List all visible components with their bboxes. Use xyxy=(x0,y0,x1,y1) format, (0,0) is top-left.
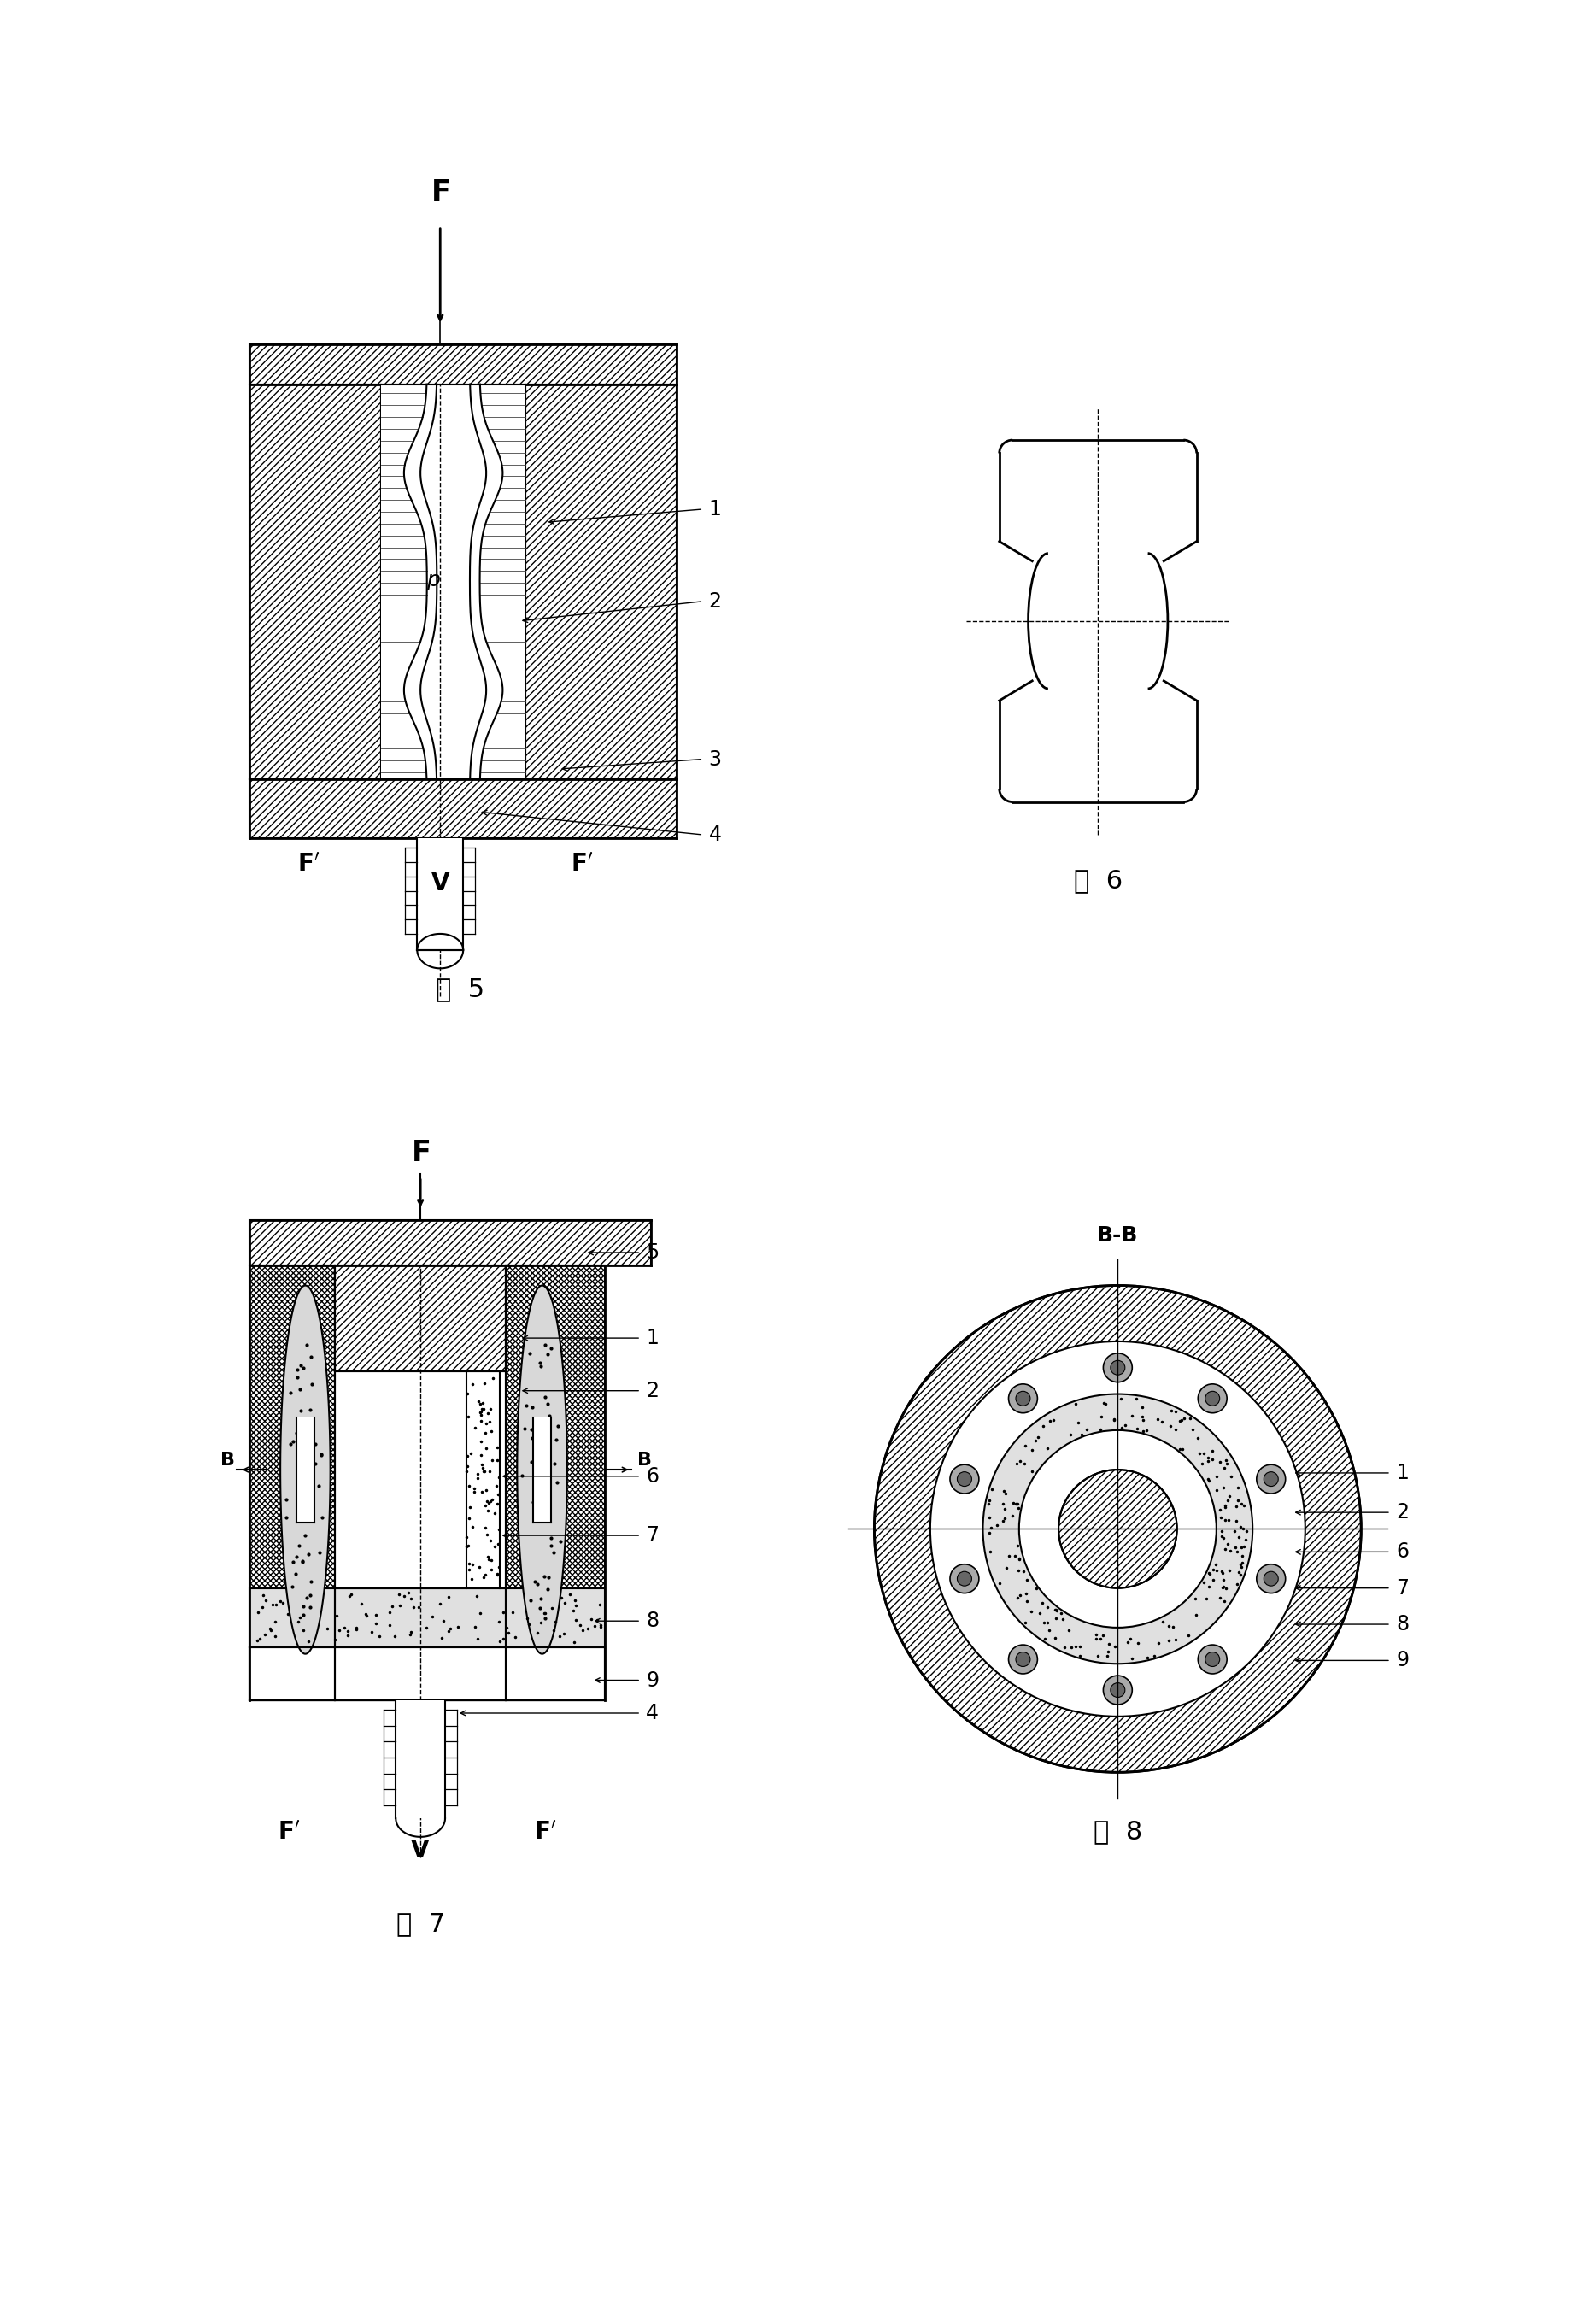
Circle shape xyxy=(951,1564,979,1594)
Circle shape xyxy=(1019,1429,1217,1627)
Polygon shape xyxy=(517,1285,568,1655)
Bar xyxy=(533,1418,552,1522)
Text: B: B xyxy=(220,1450,234,1469)
Circle shape xyxy=(1263,1471,1278,1487)
Circle shape xyxy=(1008,1645,1037,1673)
Bar xyxy=(249,1587,605,1648)
Circle shape xyxy=(1104,1676,1132,1703)
Text: 6: 6 xyxy=(646,1466,659,1487)
Circle shape xyxy=(930,1341,1305,1717)
Bar xyxy=(418,839,463,951)
Circle shape xyxy=(1263,1571,1278,1585)
Text: 9: 9 xyxy=(1396,1650,1408,1671)
Circle shape xyxy=(1257,1464,1286,1494)
Circle shape xyxy=(1198,1385,1227,1413)
Text: 2: 2 xyxy=(708,590,721,611)
Circle shape xyxy=(1110,1683,1124,1697)
Circle shape xyxy=(1016,1652,1030,1666)
Bar xyxy=(249,779,676,839)
Text: 3: 3 xyxy=(708,748,721,769)
Circle shape xyxy=(1206,1392,1220,1406)
Bar xyxy=(506,1267,605,1699)
Text: $\mathbf{F}$: $\mathbf{F}$ xyxy=(412,1139,431,1167)
Circle shape xyxy=(1016,1392,1030,1406)
Circle shape xyxy=(1198,1645,1227,1673)
Circle shape xyxy=(1257,1564,1286,1594)
Text: 图  8: 图 8 xyxy=(1093,1820,1142,1843)
Text: B-B: B-B xyxy=(1097,1225,1139,1246)
Text: 1: 1 xyxy=(708,500,721,518)
Circle shape xyxy=(1008,1385,1037,1413)
Text: 2: 2 xyxy=(1396,1501,1408,1522)
Text: $\mathbf{F'}$: $\mathbf{F'}$ xyxy=(534,1820,557,1845)
Text: 1: 1 xyxy=(1396,1462,1408,1483)
Text: $\mathbf{F'}$: $\mathbf{F'}$ xyxy=(278,1820,300,1845)
Text: $\mathbf{F}$: $\mathbf{F}$ xyxy=(431,179,450,207)
Circle shape xyxy=(951,1464,979,1494)
Text: $\mathbf{F'}$: $\mathbf{F'}$ xyxy=(297,853,321,876)
Bar xyxy=(249,383,381,779)
Text: 图  6: 图 6 xyxy=(1073,869,1123,892)
Circle shape xyxy=(957,1571,971,1585)
Bar xyxy=(249,344,676,383)
Text: 2: 2 xyxy=(646,1380,659,1401)
Bar xyxy=(526,383,676,779)
Text: 9: 9 xyxy=(646,1671,659,1690)
Text: $\mathbf{F'}$: $\mathbf{F'}$ xyxy=(571,853,593,876)
Text: 8: 8 xyxy=(646,1611,659,1631)
Text: $p$: $p$ xyxy=(426,572,440,593)
Circle shape xyxy=(983,1394,1252,1664)
Text: 8: 8 xyxy=(1396,1615,1408,1634)
Text: 图  7: 图 7 xyxy=(396,1910,445,1936)
Text: 4: 4 xyxy=(708,825,721,846)
Text: $\mathbf{V}$: $\mathbf{V}$ xyxy=(410,1838,431,1864)
Bar xyxy=(297,1418,314,1522)
Circle shape xyxy=(1104,1353,1132,1383)
Text: 7: 7 xyxy=(646,1525,659,1545)
Circle shape xyxy=(957,1471,971,1487)
Bar xyxy=(249,1267,335,1699)
Bar xyxy=(396,1699,445,1817)
Text: B: B xyxy=(638,1450,652,1469)
Bar xyxy=(381,383,526,779)
Text: 1: 1 xyxy=(646,1327,659,1348)
Text: 5: 5 xyxy=(646,1243,659,1262)
Bar xyxy=(249,1220,651,1267)
Text: 图  5: 图 5 xyxy=(435,976,485,1002)
Bar xyxy=(335,1587,506,1699)
Text: 6: 6 xyxy=(1396,1541,1408,1562)
Text: 7: 7 xyxy=(1396,1578,1408,1599)
Circle shape xyxy=(1206,1652,1220,1666)
Text: 4: 4 xyxy=(646,1703,659,1724)
Circle shape xyxy=(1110,1360,1124,1376)
Text: $\mathbf{V}$: $\mathbf{V}$ xyxy=(431,872,450,895)
Bar xyxy=(249,1648,605,1699)
Polygon shape xyxy=(281,1285,330,1655)
Bar xyxy=(335,1267,506,1371)
